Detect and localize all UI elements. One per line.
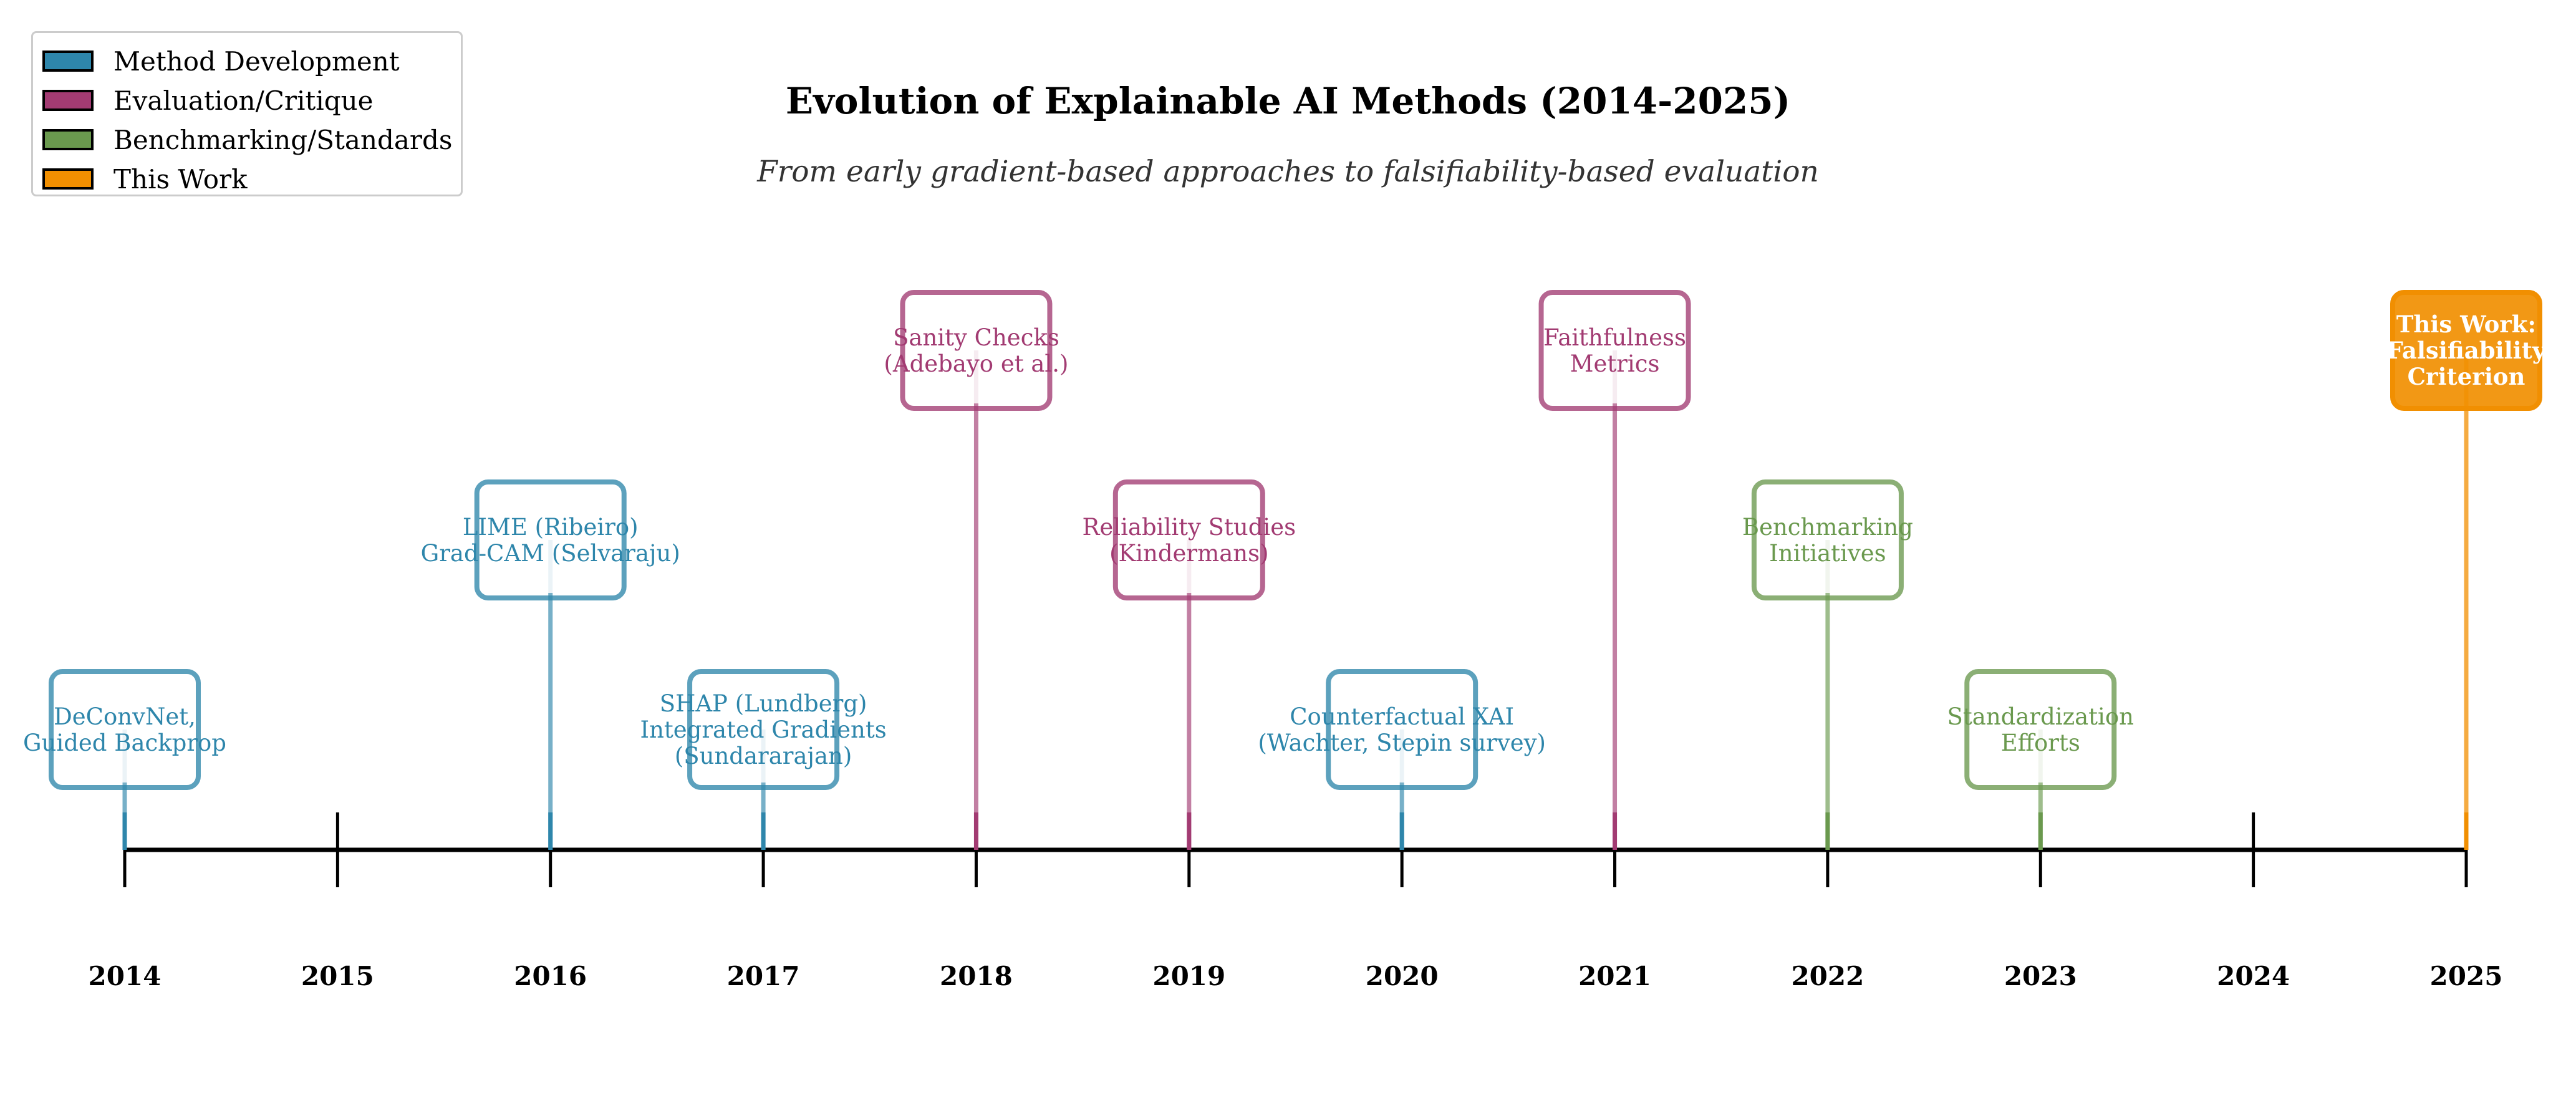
year-label: 2024 xyxy=(2217,961,2290,991)
event-box xyxy=(49,669,201,790)
year-label: 2018 xyxy=(940,961,1013,991)
stem-mask xyxy=(1611,297,1619,403)
stem-mask xyxy=(121,677,128,783)
stem-mask xyxy=(1185,487,1193,593)
legend-swatch-evaluation xyxy=(42,90,94,111)
event-box xyxy=(1326,669,1479,790)
legend-item-thiswork: This Work xyxy=(42,164,248,195)
legend-label-method: Method Development xyxy=(113,46,400,77)
event-label-line: (Kindermans) xyxy=(1109,540,1268,567)
event-label-line: Guided Backprop xyxy=(23,730,226,756)
year-label: 2025 xyxy=(2430,961,2503,991)
event-marker: LIME (Ribeiro)Grad-CAM (Selvaraju) xyxy=(421,479,680,850)
event-box xyxy=(2390,290,2542,411)
event-marker: Counterfactual XAI(Wachter, Stepin surve… xyxy=(1258,669,1546,850)
chart-subtitle: From early gradient-based approaches to … xyxy=(757,155,1819,189)
event-label-line: Reliability Studies xyxy=(1082,514,1296,541)
year-label: 2021 xyxy=(1578,961,1651,991)
year-label: 2020 xyxy=(1366,961,1439,991)
year-label: 2016 xyxy=(514,961,587,991)
legend-swatch-method xyxy=(42,51,94,72)
year-label: 2019 xyxy=(1152,961,1225,991)
event-label-line: SHAP (Lundberg) xyxy=(660,690,867,717)
stem-mask xyxy=(1398,677,1406,783)
stem-mask xyxy=(2037,677,2045,783)
event-box xyxy=(1751,479,1904,600)
event-box xyxy=(474,479,627,600)
event-label-line: Counterfactual XAI xyxy=(1290,703,1514,730)
event-label-line: LIME (Ribeiro) xyxy=(463,514,639,541)
event-label-line: Standardization xyxy=(1947,703,2134,730)
event-marker: Reliability Studies(Kindermans) xyxy=(1082,479,1296,850)
event-box xyxy=(1112,479,1265,600)
event-marker: DeConvNet,Guided Backprop xyxy=(23,669,226,850)
event-label-line: Grad-CAM (Selvaraju) xyxy=(421,540,680,567)
event-label-line: Initiatives xyxy=(1769,540,1886,567)
event-marker: Sanity Checks(Adebayo et al.) xyxy=(884,290,1068,850)
event-label-line: This Work: xyxy=(2396,311,2536,338)
event-label-line: Faithfulness xyxy=(1543,324,1686,351)
event-label-line: Falsifiability xyxy=(2387,337,2547,364)
event-marker: SHAP (Lundberg)Integrated Gradients(Sund… xyxy=(640,669,887,850)
legend-label-thiswork: This Work xyxy=(113,163,248,195)
year-label: 2022 xyxy=(1791,961,1864,991)
chart-title: Evolution of Explainable AI Methods (201… xyxy=(785,80,1791,122)
event-label-line: (Wachter, Stepin survey) xyxy=(1258,730,1546,756)
stem-mask xyxy=(1823,487,1831,593)
legend-label-benchmark: Benchmarking/Standards xyxy=(113,124,453,155)
legend-item-evaluation: Evaluation/Critique xyxy=(42,85,374,116)
legend: Method Development Evaluation/Critique B… xyxy=(31,31,463,196)
event-label-line: (Adebayo et al.) xyxy=(884,350,1068,377)
year-label: 2014 xyxy=(89,961,162,991)
legend-item-benchmark: Benchmarking/Standards xyxy=(42,124,453,155)
event-label-line: DeConvNet, xyxy=(54,703,196,730)
stem-mask xyxy=(972,297,980,403)
event-box xyxy=(1538,290,1691,411)
event-box xyxy=(1964,669,2117,790)
legend-swatch-thiswork xyxy=(42,168,94,190)
legend-swatch-benchmark xyxy=(42,129,94,150)
year-label: 2017 xyxy=(727,961,800,991)
event-label-line: Metrics xyxy=(1570,350,1660,377)
event-label-line: (Sundararajan) xyxy=(675,743,852,769)
event-label-line: Sanity Checks xyxy=(893,324,1059,351)
event-label-line: Criterion xyxy=(2408,363,2525,390)
event-label-line: Efforts xyxy=(2001,730,2080,756)
stem-mask xyxy=(760,677,768,783)
legend-item-method: Method Development xyxy=(42,46,400,77)
year-label: 2023 xyxy=(2004,961,2077,991)
event-label-line: Benchmarking xyxy=(1742,514,1913,541)
event-box xyxy=(687,669,840,790)
event-box xyxy=(900,290,1053,411)
legend-label-evaluation: Evaluation/Critique xyxy=(113,85,374,116)
year-label: 2015 xyxy=(301,961,374,991)
stem-mask xyxy=(546,487,554,593)
event-label-line: Integrated Gradients xyxy=(640,716,886,743)
